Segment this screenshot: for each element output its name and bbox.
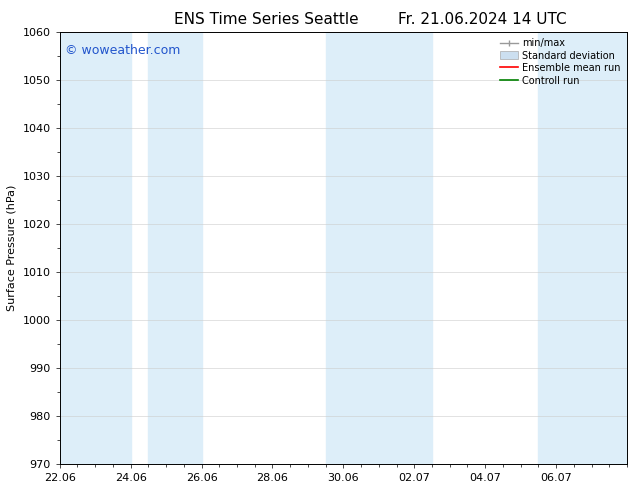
Bar [326, 31, 432, 464]
Legend: min/max, Standard deviation, Ensemble mean run, Controll run: min/max, Standard deviation, Ensemble me… [498, 36, 622, 88]
Bar [148, 31, 202, 464]
Text: ENS Time Series Seattle: ENS Time Series Seattle [174, 12, 359, 27]
Bar [60, 31, 131, 464]
Text: © woweather.com: © woweather.com [65, 45, 181, 57]
Y-axis label: Surface Pressure (hPa): Surface Pressure (hPa) [7, 185, 17, 311]
Bar [538, 31, 627, 464]
Text: Fr. 21.06.2024 14 UTC: Fr. 21.06.2024 14 UTC [398, 12, 566, 27]
